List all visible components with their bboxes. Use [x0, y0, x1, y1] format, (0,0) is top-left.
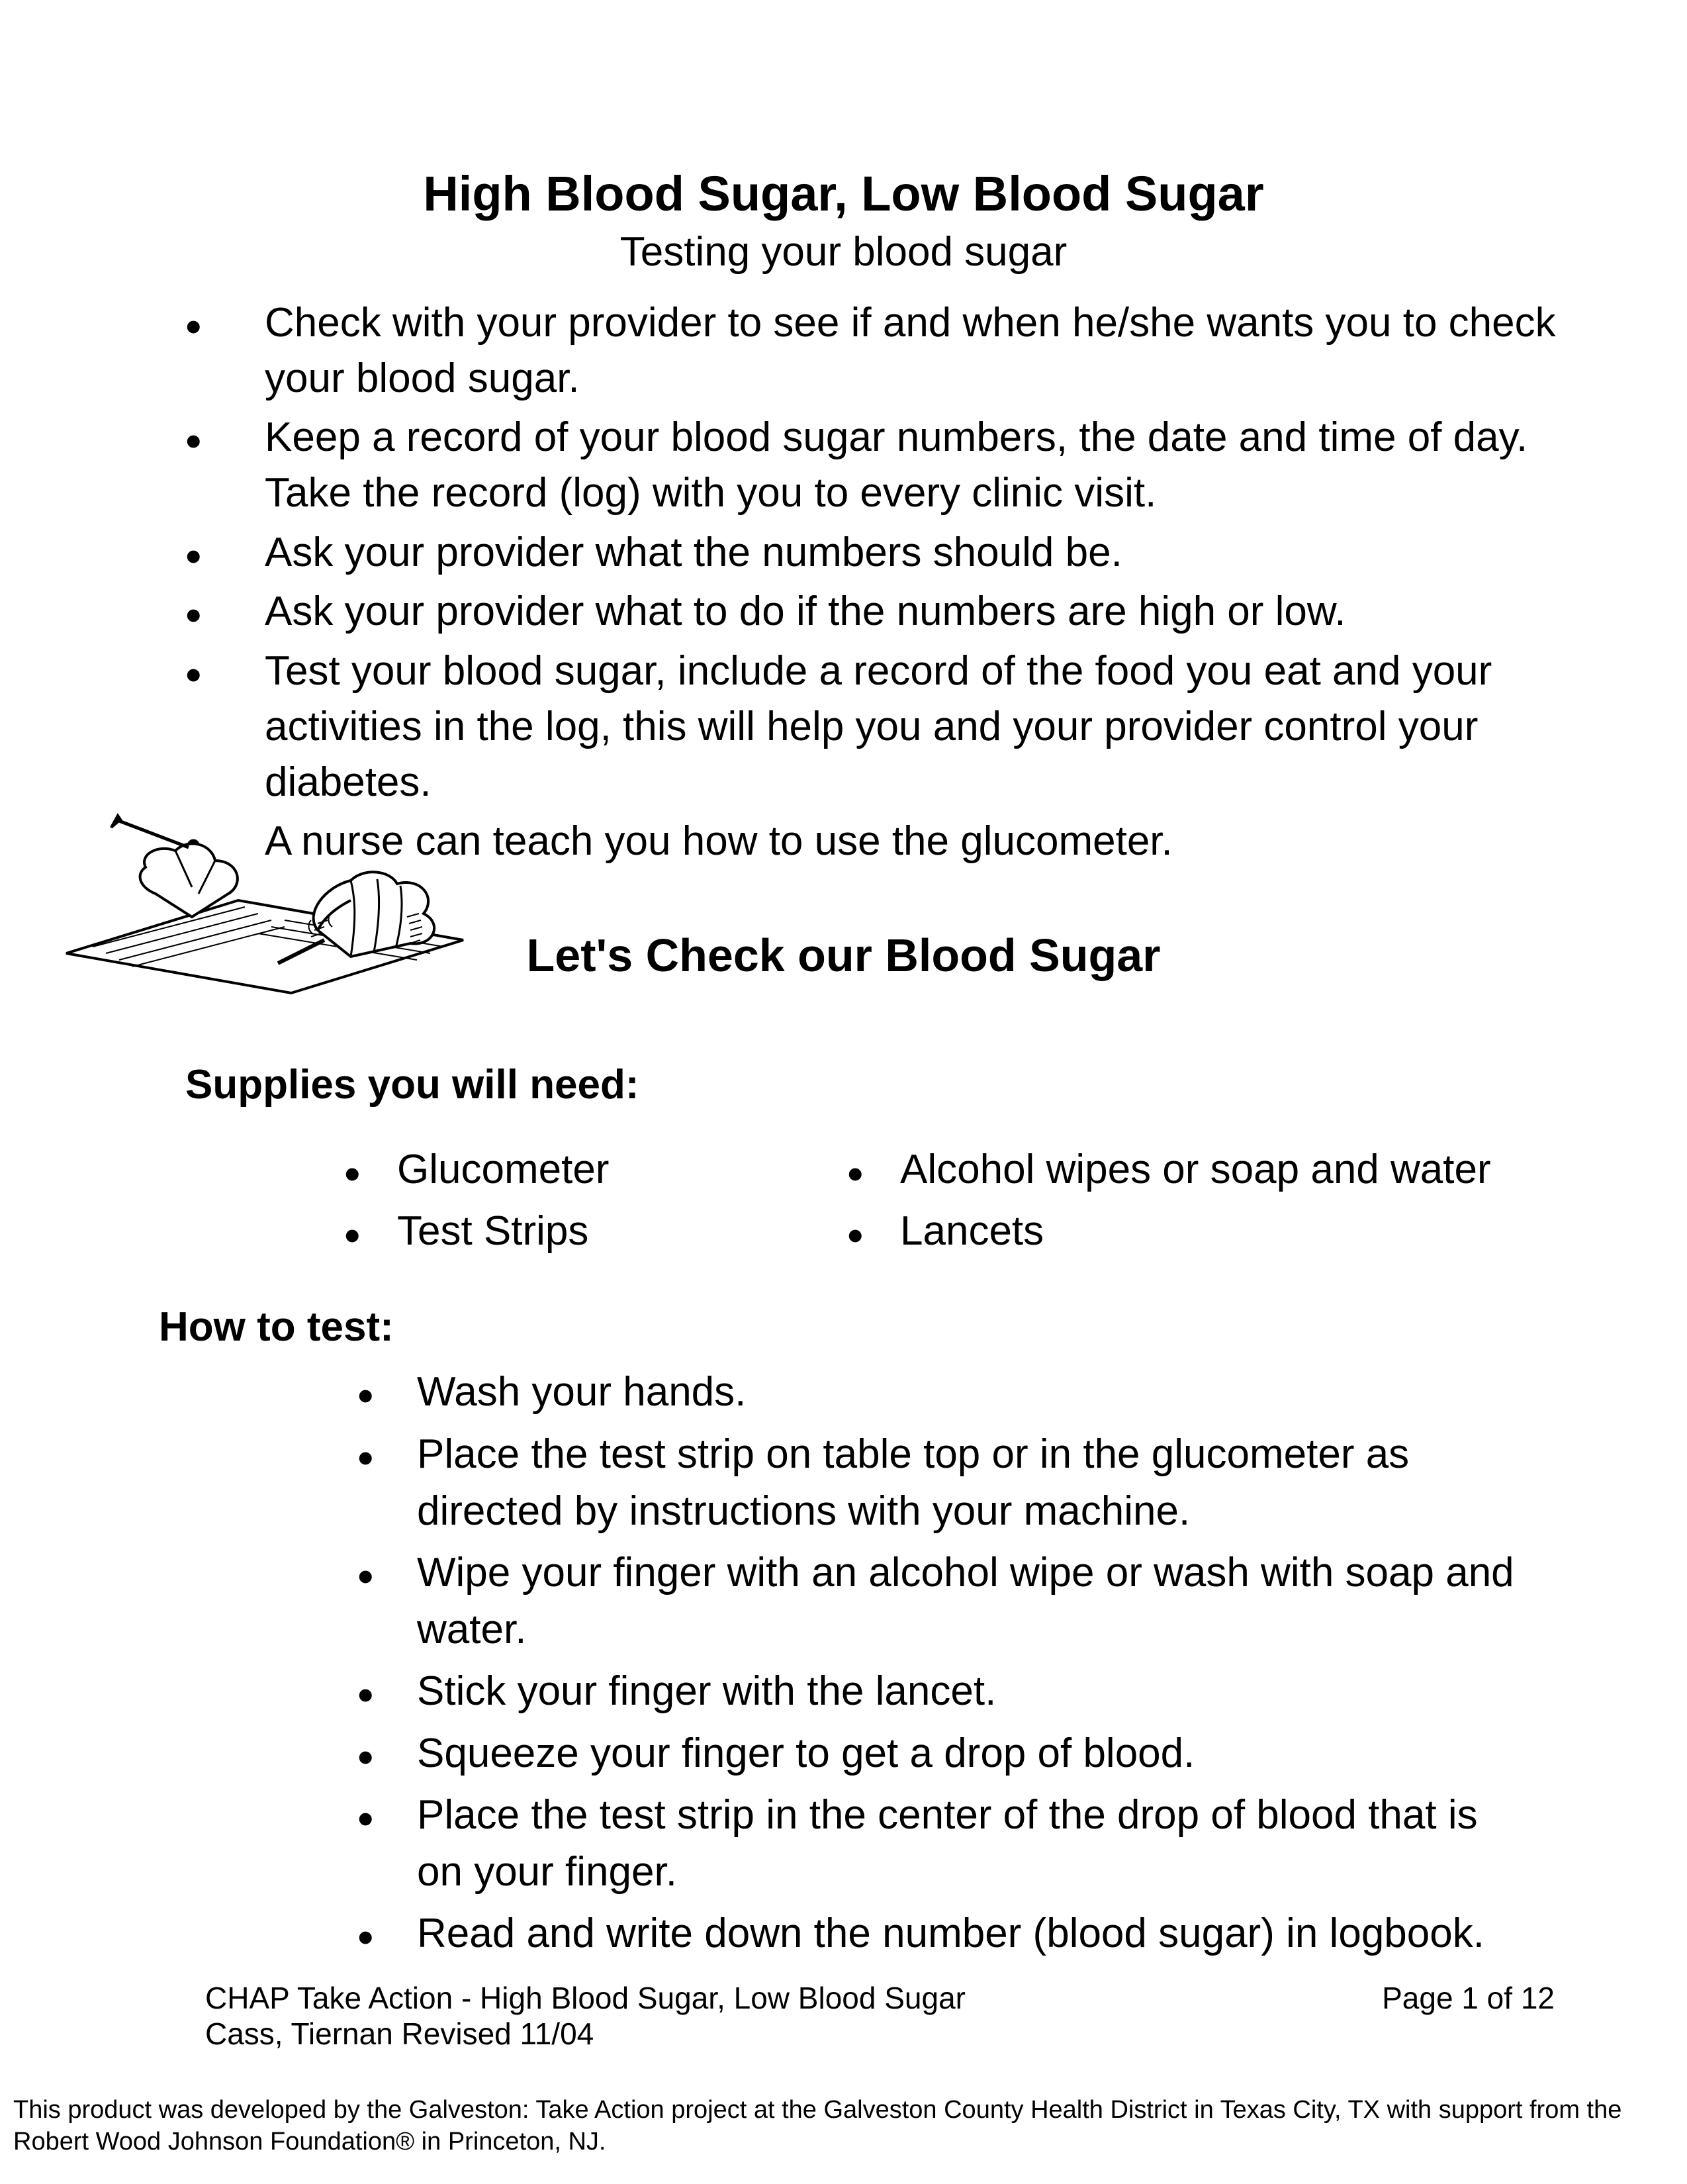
page-subtitle: Testing your blood sugar — [93, 228, 1594, 275]
supplies-columns: Glucometer Test Strips Alcohol wipes or … — [93, 1141, 1594, 1264]
list-item: Keep a record of your blood sugar number… — [172, 410, 1594, 520]
list-item: Read and write down the number (blood su… — [357, 1905, 1515, 1962]
footer-page-number: Page 1 of 12 — [1382, 1980, 1555, 2016]
list-item: Place the test strip on table top or in … — [357, 1426, 1515, 1539]
list-item: Stick your finger with the lancet. — [357, 1663, 1515, 1720]
document-page: High Blood Sugar, Low Blood Sugar Testin… — [0, 0, 1687, 2184]
list-item: Check with your provider to see if and w… — [172, 295, 1594, 406]
list-item: Test Strips — [344, 1203, 847, 1260]
howto-heading: How to test: — [159, 1304, 1594, 1351]
list-item: Glucometer — [344, 1141, 847, 1199]
page-footer: CHAP Take Action - High Blood Sugar, Low… — [205, 1980, 1555, 2052]
page-title: High Blood Sugar, Low Blood Sugar — [93, 166, 1594, 222]
howto-list: Wash your hands. Place the test strip on… — [357, 1364, 1515, 1962]
footer-doc-title: CHAP Take Action - High Blood Sugar, Low… — [205, 1980, 966, 2016]
supplies-col-right: Alcohol wipes or soap and water Lancets — [847, 1141, 1509, 1264]
intro-bullet-list: Check with your provider to see if and w… — [93, 295, 1594, 869]
list-item: Wash your hands. — [357, 1364, 1515, 1421]
list-item: Squeeze your finger to get a drop of blo… — [357, 1725, 1515, 1782]
list-item: Ask your provider what the numbers shoul… — [172, 525, 1594, 581]
list-item: Test your blood sugar, include a record … — [172, 643, 1594, 810]
hands-writing-icon — [40, 808, 503, 1006]
supplies-col-left: Glucometer Test Strips — [344, 1141, 847, 1264]
list-item: Place the test strip in the center of th… — [357, 1787, 1515, 1900]
fine-print: This product was developed by the Galves… — [13, 2095, 1674, 2158]
list-item: Alcohol wipes or soap and water — [847, 1141, 1509, 1199]
list-item: Ask your provider what to do if the numb… — [172, 584, 1594, 640]
footer-revision: Cass, Tiernan Revised 11/04 — [205, 2016, 1555, 2052]
supplies-heading: Supplies you will need: — [185, 1061, 1594, 1108]
list-item: Lancets — [847, 1203, 1509, 1260]
list-item: Wipe your finger with an alcohol wipe or… — [357, 1544, 1515, 1658]
